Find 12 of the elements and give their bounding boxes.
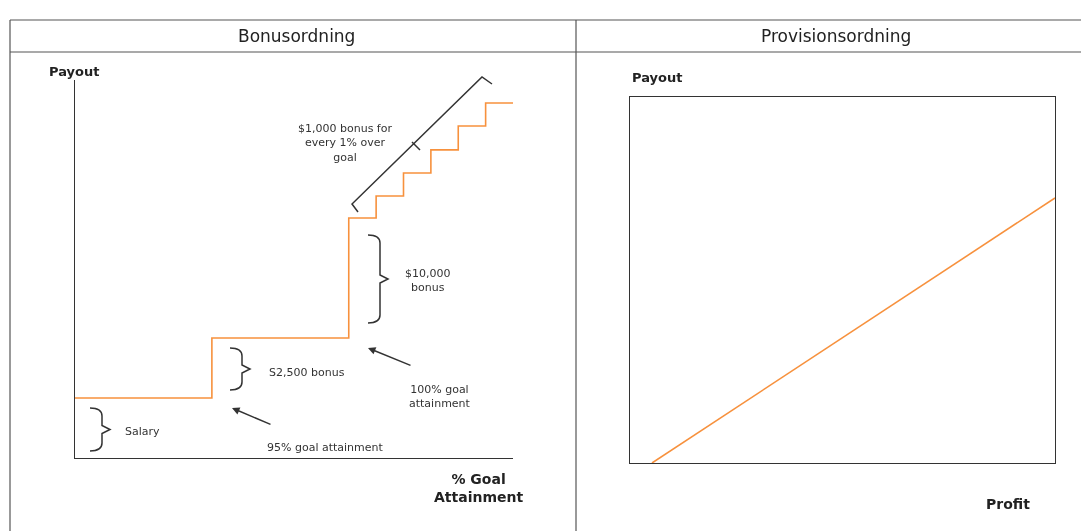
x-axis-title: % Goal Attainment bbox=[434, 471, 524, 506]
y-axis-title: Payout bbox=[632, 70, 683, 85]
annotation: S2,500 bonus bbox=[269, 366, 345, 379]
annotation: $10,000 bonus bbox=[405, 267, 451, 295]
x-axis-title: Profit bbox=[986, 496, 1031, 512]
y-axis-title: Payout bbox=[49, 64, 100, 79]
annotation: $1,000 bonus for every 1% over goal bbox=[298, 122, 393, 164]
annotation: 100% goal attainment bbox=[409, 383, 471, 411]
annotation: 95% goal attainment bbox=[267, 441, 384, 454]
annotation: Salary bbox=[125, 425, 161, 438]
chart-title: Bonusordning bbox=[238, 26, 356, 46]
chart-title: Provisionsordning bbox=[761, 26, 912, 46]
